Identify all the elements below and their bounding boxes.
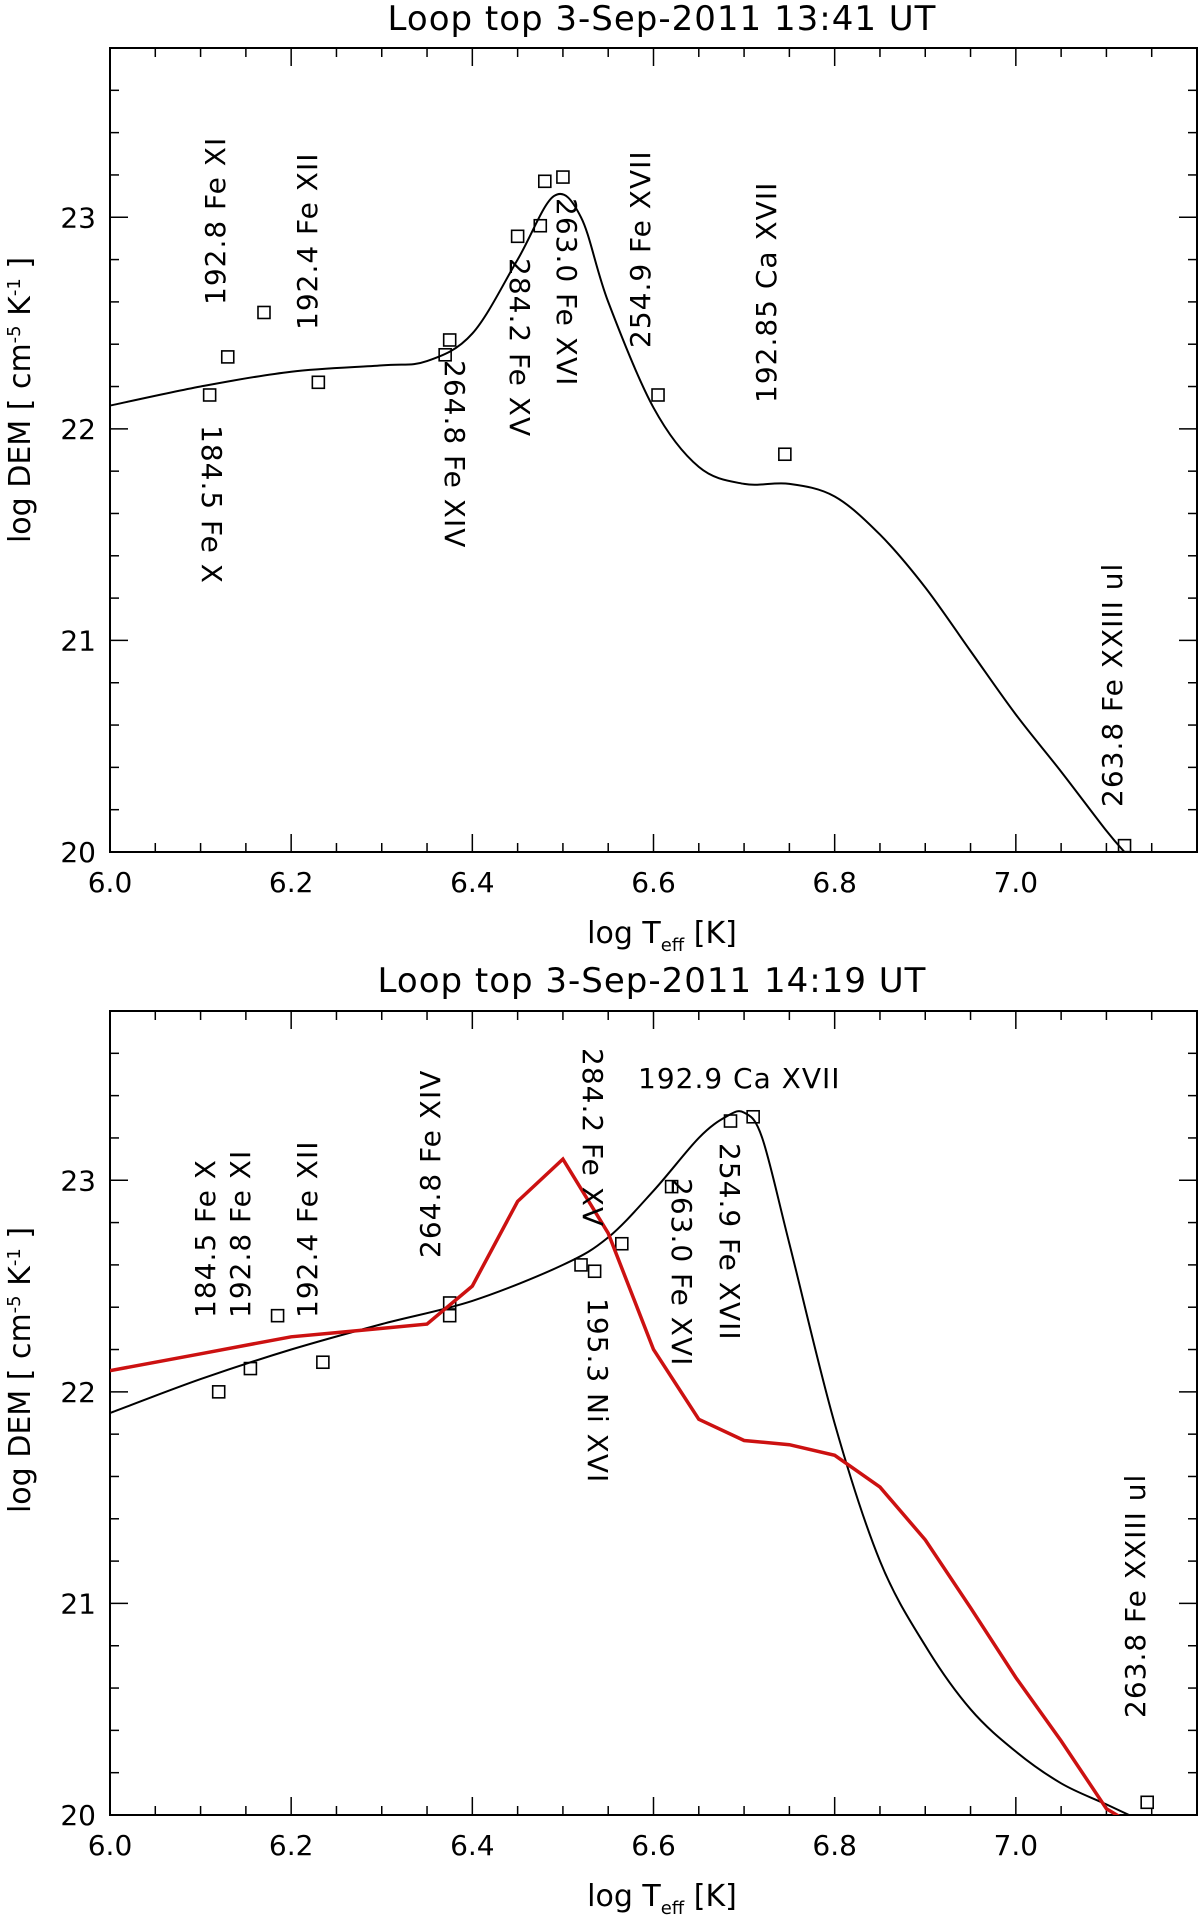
panel-bottom-data-point: [442, 1308, 457, 1323]
panel-bottom-data-point: [587, 1264, 602, 1279]
panel-top-y-tick-label: 23: [60, 201, 96, 234]
panel-top-annotation: 263.8 Fe XXIII ul: [1096, 563, 1129, 807]
panel-top-fit-curve: [110, 192, 1126, 852]
panel-bottom-x-axis-label: log Teff [K]: [587, 1879, 737, 1919]
panel-bottom-model-line: [110, 1156, 1121, 1815]
panel-top-title: Loop top 3-Sep-2011 13:41 UT: [388, 0, 937, 39]
panel-top-data-point: [651, 388, 665, 402]
panel-bottom-y-tick-label: 23: [60, 1164, 96, 1197]
panel-bottom-annotation: 192.8 Fe XI: [224, 1150, 257, 1318]
panel-bottom-data-point: [664, 1179, 679, 1194]
panel-bottom-x-tick-label: 6.0: [88, 1829, 133, 1862]
panel-top-y-tick-label: 20: [60, 836, 96, 869]
panel-bottom-data-point: [316, 1355, 330, 1370]
panel-bottom-y-axis-label: log DEM [ cm-5 K-1 ]: [3, 1227, 38, 1513]
panel-bottom-annotation: 264.8 Fe XIV: [414, 1070, 447, 1258]
panel-bottom-x-tick-label: 7.0: [994, 1829, 1039, 1862]
panel-top-annotation: 192.8 Fe XI: [199, 137, 232, 305]
panel-top-data-point: [510, 229, 525, 244]
panel-top-data-point: [537, 174, 552, 189]
panel-bottom-annotation: 184.5 Fe X: [189, 1159, 222, 1318]
panel-bottom-data-point: [270, 1308, 285, 1323]
panel-bottom-annotation: 192.4 Fe XII: [291, 1141, 324, 1318]
panel-bottom-plot-area: 6.0 6.2 6.4 6.6 6.8 7.0 20 21 22 23: [60, 1010, 1198, 1862]
panel-bottom-data-point: [1140, 1795, 1154, 1810]
panel-bottom: Loop top 3-Sep-2011 14:19 UT 6.0 6.2 6.4 6.…: [3, 961, 1198, 1919]
panel-bottom-fit-curve: [110, 1110, 1132, 1815]
panel-bottom-annotation: 263.8 Fe XXIII ul: [1119, 1474, 1152, 1718]
panel-top-x-tick-label: 6.0: [88, 866, 133, 899]
panel-bottom-x-tick-label: 6.6: [631, 1829, 676, 1862]
panel-top-data-point: [778, 447, 792, 462]
panel-top-data-point: [1117, 838, 1132, 853]
panel-bottom-x-tick-label: 6.4: [450, 1829, 495, 1862]
panel-bottom-data-point: [211, 1385, 226, 1399]
panel-top-plot-area: 6.0 6.2 6.4 6.6 6.8 7.0 20 21 22 23: [60, 47, 1198, 899]
panel-bottom-plot-frame: [109, 1010, 1198, 1816]
panel-bottom-annotation: 254.9 Fe XVII: [713, 1143, 746, 1341]
panel-bottom-y-tick-label: 21: [60, 1587, 96, 1620]
panel-top-data-point: [257, 305, 271, 320]
panel-bottom-title: Loop top 3-Sep-2011 14:19 UT: [378, 961, 927, 1001]
panel-top-data-point: [556, 170, 570, 184]
panel-top-x-tick-label: 7.0: [994, 866, 1039, 899]
panel-top-x-tick-label: 6.8: [812, 866, 857, 899]
panel-bottom-annotation: 284.2 Fe XV: [576, 1048, 609, 1227]
panel-top-data-point: [202, 388, 217, 402]
panel-top-annotation: 184.5 Fe X: [195, 425, 228, 584]
panel-top-data-point: [442, 333, 457, 347]
panel-top-annotation: 284.2 Fe XV: [503, 258, 536, 437]
panel-bottom-data-point: [614, 1236, 629, 1251]
panel-top: Loop top 3-Sep-2011 13:41 UT 6.0 6.2 6.4 6.…: [3, 0, 1198, 956]
panel-top-y-axis-label: log DEM [ cm-5 K-1 ]: [3, 257, 38, 543]
panel-top-y-tick-label: 22: [60, 413, 96, 446]
panel-top-annotation: 264.8 Fe XIV: [438, 360, 471, 548]
panel-bottom-x-tick-label: 6.2: [269, 1829, 314, 1862]
panel-top-x-tick-label: 6.2: [269, 866, 314, 899]
panel-top-x-tick-label: 6.6: [631, 866, 676, 899]
panel-bottom-y-tick-label: 22: [60, 1376, 96, 1409]
panel-bottom-data-point: [746, 1109, 760, 1124]
panel-bottom-data-point: [574, 1258, 588, 1272]
panel-top-data-point: [220, 350, 235, 364]
panel-top-data-point: [311, 375, 326, 390]
panel-bottom-annotation: 192.9 Ca XVII: [638, 1062, 841, 1095]
panel-bottom-annotation: 263.0 Fe XVI: [665, 1178, 698, 1366]
panel-top-x-axis-label: log Teff [K]: [587, 916, 737, 956]
panel-bottom-x-tick-label: 6.8: [812, 1829, 857, 1862]
panel-bottom-y-tick-label: 20: [60, 1799, 96, 1832]
panel-top-x-tick-label: 6.4: [450, 866, 495, 899]
panel-bottom-annotation: 195.3 Ni XVI: [581, 1298, 614, 1483]
panel-top-annotation: 263.0 Fe XVI: [550, 198, 583, 386]
panel-top-annotation: 254.9 Fe XVII: [624, 150, 657, 348]
panel-top-annotation: 192.4 Fe XII: [291, 153, 324, 330]
panel-top-y-tick-label: 21: [60, 624, 96, 657]
panel-top-annotation: 192.85 Ca XVII: [750, 182, 783, 403]
